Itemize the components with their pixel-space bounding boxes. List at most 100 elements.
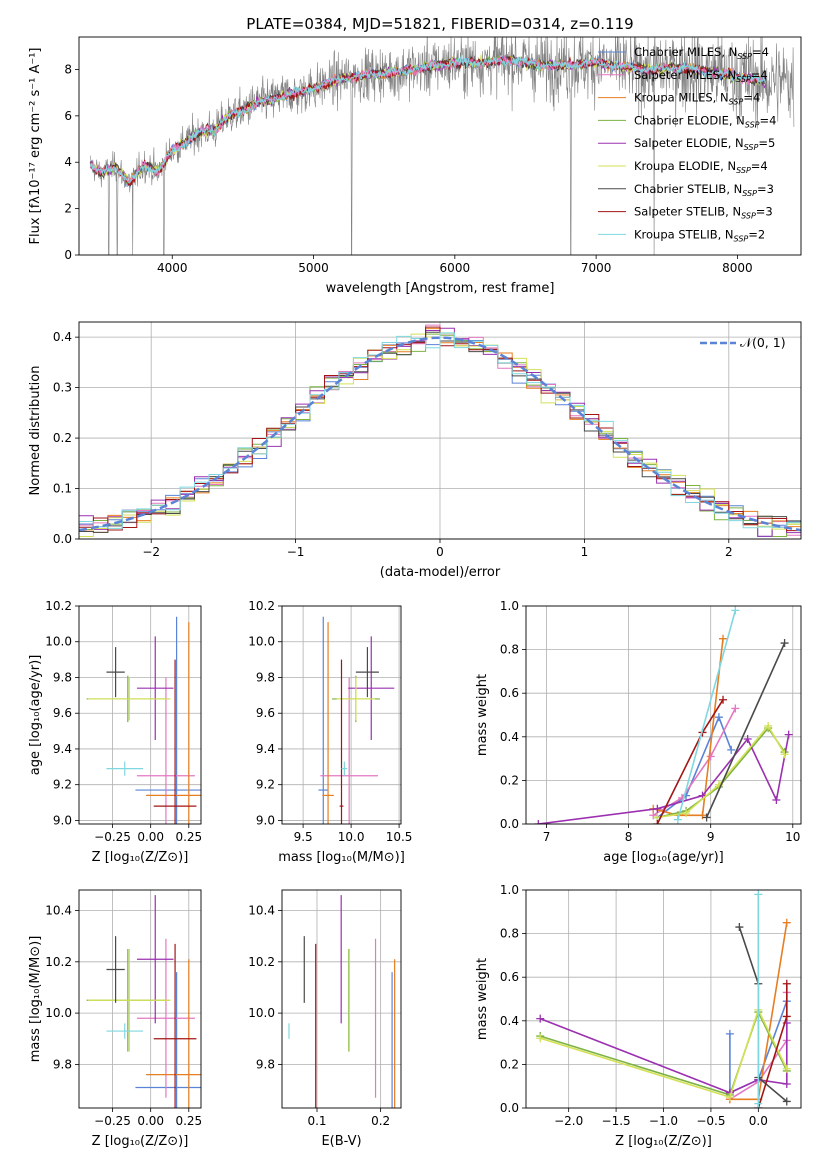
- weight-marker: [653, 820, 662, 824]
- y-tick-label: 0.0: [500, 817, 519, 831]
- axes-residuals: −2 −1 0 1 2 0.0 0.1 0.2 0.3 0.4 (data-model)/error…: [28, 322, 801, 580]
- weight-marker: [754, 1099, 763, 1108]
- legend-entry: Kroupa ELODIE, NSSP=4: [634, 159, 768, 175]
- y-tick-label: 0.3: [53, 381, 72, 395]
- weight-marker: [782, 979, 791, 988]
- axes-weight_vs_Z: −2.0 −1.5 −1.0 −0.5 0.0 0.0 0.2 0.4 0.6 0.8 1.0 Z […: [475, 883, 801, 1149]
- x-tick-label: 2: [725, 545, 733, 559]
- y-tick-label: 10.0: [248, 1006, 275, 1020]
- y-tick-label: 6: [64, 109, 72, 123]
- weight-marker: [706, 752, 715, 761]
- legend-entry: Salpeter STELIB, NSSP=3: [634, 205, 773, 221]
- x-tick-label: 1: [581, 545, 589, 559]
- y-tick-label: 0.4: [500, 1014, 519, 1028]
- weight-marker: [782, 1080, 791, 1089]
- y-tick-label: 0.0: [53, 532, 72, 546]
- y-tick-label: 0.8: [500, 643, 519, 657]
- y-tick-label: 10.4: [45, 904, 72, 918]
- x-tick-label: 7000: [581, 261, 612, 275]
- weight-marker: [743, 734, 752, 743]
- weight-marker: [682, 809, 691, 818]
- plot-area-age_vs_Z: [86, 616, 201, 824]
- y-tick-label: 0.6: [500, 686, 519, 700]
- axes-spectrum: 4000 5000 6000 7000 8000 0 2 4 6 8 wavelength [Ang…: [28, 37, 795, 296]
- y-axis-label: Normed distribution: [28, 366, 43, 496]
- x-tick-label: 10.5: [386, 830, 413, 844]
- x-tick-label: −1: [287, 545, 305, 559]
- weight-series: [652, 638, 724, 817]
- weight-marker: [698, 811, 707, 820]
- y-tick-label: 10.2: [248, 599, 275, 613]
- axes-frame-spectrum: [78, 36, 802, 256]
- y-tick-label: 10.2: [45, 599, 72, 613]
- x-tick-label: −0.5: [696, 1114, 725, 1128]
- y-tick-label: 0.2: [500, 773, 519, 787]
- y-axis-label: mass weight: [475, 958, 490, 1040]
- y-tick-label: 0.4: [500, 730, 519, 744]
- axes-frame-age_vs_Z: [78, 605, 202, 825]
- y-tick-label: 9.4: [53, 742, 72, 756]
- weight-marker: [782, 1064, 791, 1073]
- legend-entry: Salpeter MILES, NSSP=4: [634, 68, 768, 84]
- weight-marker: [782, 1097, 791, 1106]
- x-tick-label: 0: [436, 545, 444, 559]
- y-tick-label: 10.2: [248, 955, 275, 969]
- y-tick-label: 9.0: [53, 813, 72, 827]
- model-spectrum: [89, 55, 767, 184]
- x-tick-label: 0.00: [137, 1114, 164, 1128]
- y-tick-label: 0.1: [53, 482, 72, 496]
- y-axis-label: mass [log₁₀(M/M⊙)]: [28, 936, 43, 1063]
- y-tick-label: 10.4: [248, 904, 275, 918]
- y-tick-label: 9.0: [256, 813, 275, 827]
- x-tick-label: −2.0: [554, 1114, 583, 1128]
- x-tick-label: 0.2: [371, 1114, 390, 1128]
- x-tick-label: 9: [707, 830, 715, 844]
- x-tick-label: 8: [625, 830, 633, 844]
- weight-marker: [719, 695, 728, 704]
- x-tick-label: 0.25: [175, 1114, 202, 1128]
- axes-frame-weight_vs_Z: [525, 889, 802, 1109]
- weight-marker: [534, 820, 543, 824]
- x-tick-label: −1.5: [602, 1114, 631, 1128]
- y-tick-label: 0.2: [500, 1057, 519, 1071]
- y-tick-label: 1.0: [500, 883, 519, 897]
- plot-area-weight_vs_Z: [536, 890, 791, 1108]
- y-tick-label: 0.8: [500, 927, 519, 941]
- y-tick-label: 0.2: [53, 431, 72, 445]
- axes-frame-mass_vs_Z: [78, 889, 202, 1109]
- weight-marker: [536, 1034, 545, 1043]
- legend-entry: Chabrier ELODIE, NSSP=4: [634, 113, 776, 129]
- weight-marker: [735, 923, 744, 932]
- x-tick-label: 4000: [157, 261, 188, 275]
- x-tick-label: 0.0: [749, 1114, 768, 1128]
- x-axis-label: E(B-V): [321, 1134, 361, 1149]
- weight-series: [538, 734, 790, 824]
- plot-area-mass_vs_Z: [86, 895, 201, 1108]
- plots-layer: 4000 5000 6000 7000 8000 0 2 4 6 8 wavelength [Ang…: [28, 36, 802, 1149]
- y-tick-label: 9.6: [53, 706, 72, 720]
- x-tick-label: 9.5: [294, 830, 313, 844]
- legend-entry: Kroupa STELIB, NSSP=2: [634, 227, 765, 243]
- y-tick-label: 0: [64, 248, 72, 262]
- x-tick-label: 7: [543, 830, 551, 844]
- y-tick-label: 9.8: [256, 1057, 275, 1071]
- y-tick-label: 9.2: [53, 778, 72, 792]
- weight-marker: [719, 634, 728, 643]
- plot-area-age_vs_mass: [318, 616, 395, 824]
- x-tick-label: 10: [785, 830, 800, 844]
- y-axis-label: Flux [fλ10⁻¹⁷ erg cm⁻² s⁻¹ A⁻¹]: [28, 48, 43, 245]
- weight-series: [677, 610, 737, 820]
- weight-series: [539, 1007, 788, 1099]
- x-tick-label: −0.25: [94, 1114, 131, 1128]
- x-tick-label: 8000: [722, 261, 753, 275]
- x-tick-label: −1.0: [649, 1114, 678, 1128]
- legend-entry: Chabrier MILES, NSSP=4: [634, 45, 769, 61]
- x-tick-label: −0.25: [94, 830, 131, 844]
- weight-marker: [653, 804, 662, 813]
- axes-weight_vs_age: 7 8 9 10 0.0 0.2 0.4 0.6 0.8 1.0 age [log₁₀(age/yr…: [475, 599, 801, 865]
- y-tick-label: 4: [64, 155, 72, 169]
- x-tick-label: 0.00: [137, 830, 164, 844]
- legend-entry: Chabrier STELIB, NSSP=3: [634, 182, 774, 198]
